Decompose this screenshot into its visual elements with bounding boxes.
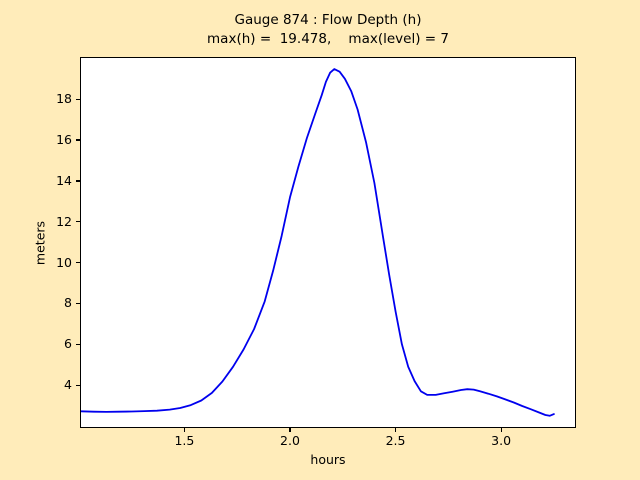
y-tick-mark: [76, 98, 80, 100]
y-tick-label: 18: [56, 91, 72, 107]
chart-subtitle: max(h) = 19.478, max(level) = 7: [207, 31, 449, 47]
x-tick-mark: [394, 428, 397, 432]
y-tick-label: 6: [64, 336, 72, 352]
y-tick-mark: [76, 343, 80, 345]
y-tick-label: 12: [56, 213, 72, 229]
y-tick-mark: [76, 384, 80, 386]
y-tick-label: 10: [56, 254, 72, 270]
y-tick-mark: [76, 221, 80, 223]
y-tick-label: 16: [56, 132, 72, 148]
flow-depth-plot: [81, 68, 555, 417]
y-tick-label: 8: [64, 295, 72, 311]
y-tick-label: 4: [64, 377, 72, 393]
x-tick-label: 2.0: [280, 433, 300, 448]
x-axis-label: hours: [310, 452, 346, 467]
y-tick-mark: [76, 302, 80, 305]
y-tick-mark: [76, 139, 80, 141]
y-tick-mark: [76, 262, 80, 264]
flow-depth-line: [81, 68, 555, 417]
x-tick-mark: [500, 428, 502, 432]
y-tick-label: 14: [56, 172, 72, 188]
x-tick-mark: [183, 428, 186, 432]
x-tick-label: 2.5: [385, 433, 406, 448]
chart-title: Gauge 874 : Flow Depth (h): [234, 12, 422, 28]
x-tick-label: 1.5: [174, 433, 195, 448]
x-tick-label: 3.0: [491, 433, 512, 448]
y-axis-label: meters: [32, 220, 48, 266]
plot-area: [80, 57, 576, 428]
x-tick-mark: [289, 428, 291, 432]
y-tick-mark: [76, 180, 80, 182]
